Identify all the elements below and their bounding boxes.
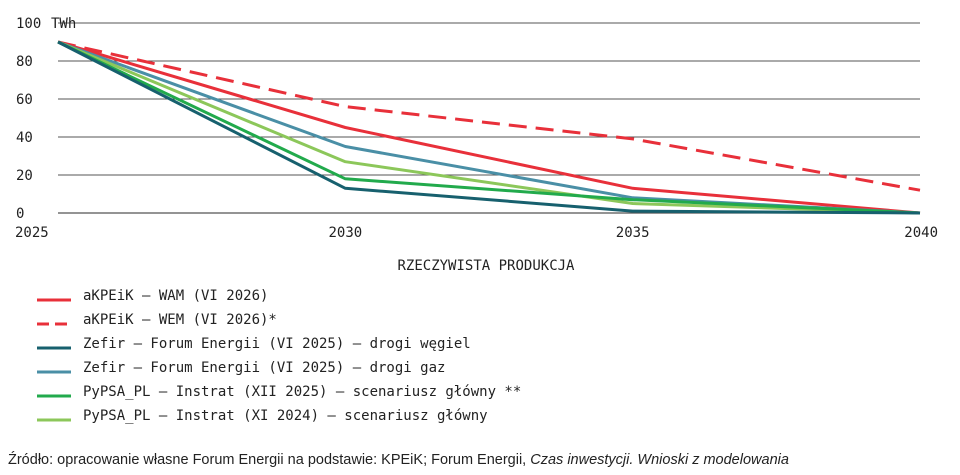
legend-swatch	[37, 340, 71, 350]
legend-item: Zefir – Forum Energii (VI 2025) – drogi …	[37, 356, 521, 380]
y-tick-label: 60	[16, 92, 33, 108]
legend-item: aKPEiK – WEM (VI 2026)*	[37, 308, 521, 332]
gridlines	[58, 22, 920, 214]
legend-item: PyPSA_PL – Instrat (XII 2025) – scenariu…	[37, 380, 521, 404]
series-line-4	[57, 40, 921, 215]
source-prefix: Źródło: opracowanie własne Forum Energii…	[8, 452, 531, 468]
legend-swatch	[37, 388, 71, 398]
legend: aKPEiK – WAM (VI 2026) aKPEiK – WEM (VI 2…	[37, 284, 521, 428]
legend-label: Zefir – Forum Energii (VI 2025) – drogi …	[83, 360, 446, 376]
y-tick-label: 100	[16, 16, 41, 32]
y-tick-label: 0	[16, 206, 24, 222]
legend-label: aKPEiK – WAM (VI 2026)	[83, 288, 269, 304]
x-tick-label: 2030	[328, 225, 362, 241]
y-tick-label: 20	[16, 168, 33, 184]
legend-label: Zefir – Forum Energii (VI 2025) – drogi …	[83, 336, 471, 352]
legend-item: Zefir – Forum Energii (VI 2025) – drogi …	[37, 332, 521, 356]
legend-swatch	[37, 364, 71, 374]
source-italic: Czas inwestycji. Wnioski z modelowania	[530, 452, 789, 468]
series-line-2	[57, 40, 921, 215]
x-tick-label: 2025	[15, 225, 49, 241]
legend-label: PyPSA_PL – Instrat (XII 2025) – scenariu…	[83, 384, 522, 400]
legend-swatch	[37, 316, 71, 326]
legend-swatch	[37, 412, 71, 422]
x-axis-ticks: 2025 2030 2035 2040	[15, 225, 938, 241]
series-line-1	[57, 40, 921, 192]
legend-label: aKPEiK – WEM (VI 2026)*	[83, 312, 277, 328]
y-axis-unit: TWh	[51, 16, 76, 32]
x-tick-label: 2035	[616, 225, 650, 241]
series-line-3	[57, 40, 921, 215]
y-tick-label: 40	[16, 130, 33, 146]
x-axis-label: RZECZYWISTA PRODUKCJA	[397, 258, 575, 274]
y-tick-label: 80	[16, 54, 33, 70]
series-line-0	[57, 40, 921, 215]
legend-swatch	[37, 292, 71, 302]
legend-item: PyPSA_PL – Instrat (XI 2024) – scenarius…	[37, 404, 521, 428]
x-tick-label: 2040	[904, 225, 938, 241]
legend-item: aKPEiK – WAM (VI 2026)	[37, 284, 521, 308]
source-note: Źródło: opracowanie własne Forum Energii…	[8, 452, 789, 468]
y-axis-ticks: 0 20 40 60 80 100	[16, 16, 41, 222]
series-line-5	[57, 40, 921, 215]
legend-label: PyPSA_PL – Instrat (XI 2024) – scenarius…	[83, 408, 488, 424]
series-lines	[57, 40, 921, 215]
